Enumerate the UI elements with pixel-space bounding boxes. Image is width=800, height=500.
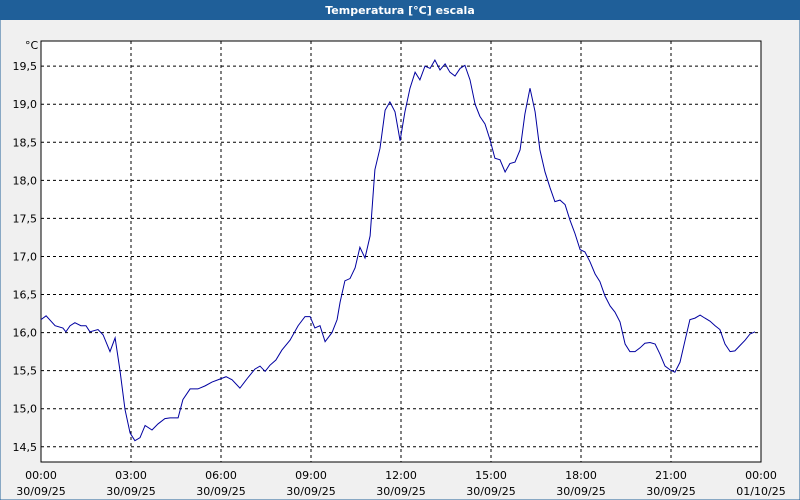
- y-tick-label: 16,0: [13, 327, 38, 340]
- x-tick-label: 21:00: [655, 469, 687, 482]
- y-tick-label: 15,0: [13, 403, 38, 416]
- y-tick-label: 15,5: [13, 365, 38, 378]
- y-tick-label: 18,5: [13, 136, 38, 149]
- x-tick-date: 30/09/25: [106, 485, 155, 498]
- x-tick-date: 30/09/25: [286, 485, 335, 498]
- x-tick-date: 30/09/25: [196, 485, 245, 498]
- chart-title: Temperatura [°C] escala: [325, 4, 475, 17]
- x-tick-label: 06:00: [205, 469, 237, 482]
- temperature-line: [40, 58, 756, 442]
- y-tick-label: 19,5: [13, 60, 38, 73]
- x-tick-label: 09:00: [295, 469, 327, 482]
- x-tick-label: 03:00: [115, 469, 147, 482]
- y-tick-label: 17,5: [13, 212, 38, 225]
- y-tick-label: 14,5: [13, 441, 38, 454]
- x-tick-date: 01/10/25: [736, 485, 785, 498]
- x-tick-date: 30/09/25: [646, 485, 695, 498]
- x-tick-label: 12:00: [385, 469, 417, 482]
- y-tick-label: 17,0: [13, 250, 38, 263]
- x-tick-label: 15:00: [475, 469, 507, 482]
- x-tick-label: 00:00: [745, 469, 777, 482]
- x-tick-date: 30/09/25: [466, 485, 515, 498]
- x-tick-date: 30/09/25: [376, 485, 425, 498]
- y-tick-label: 16,5: [13, 289, 38, 302]
- x-tick-label: 18:00: [565, 469, 597, 482]
- title-bar: [0, 0, 800, 20]
- y-tick-label: 18,0: [13, 174, 38, 187]
- x-tick-date: 30/09/25: [556, 485, 605, 498]
- y-unit: °C: [25, 39, 39, 52]
- x-tick-date: 30/09/25: [16, 485, 65, 498]
- y-tick-label: 19,0: [13, 98, 38, 111]
- x-tick-label: 00:00: [25, 469, 57, 482]
